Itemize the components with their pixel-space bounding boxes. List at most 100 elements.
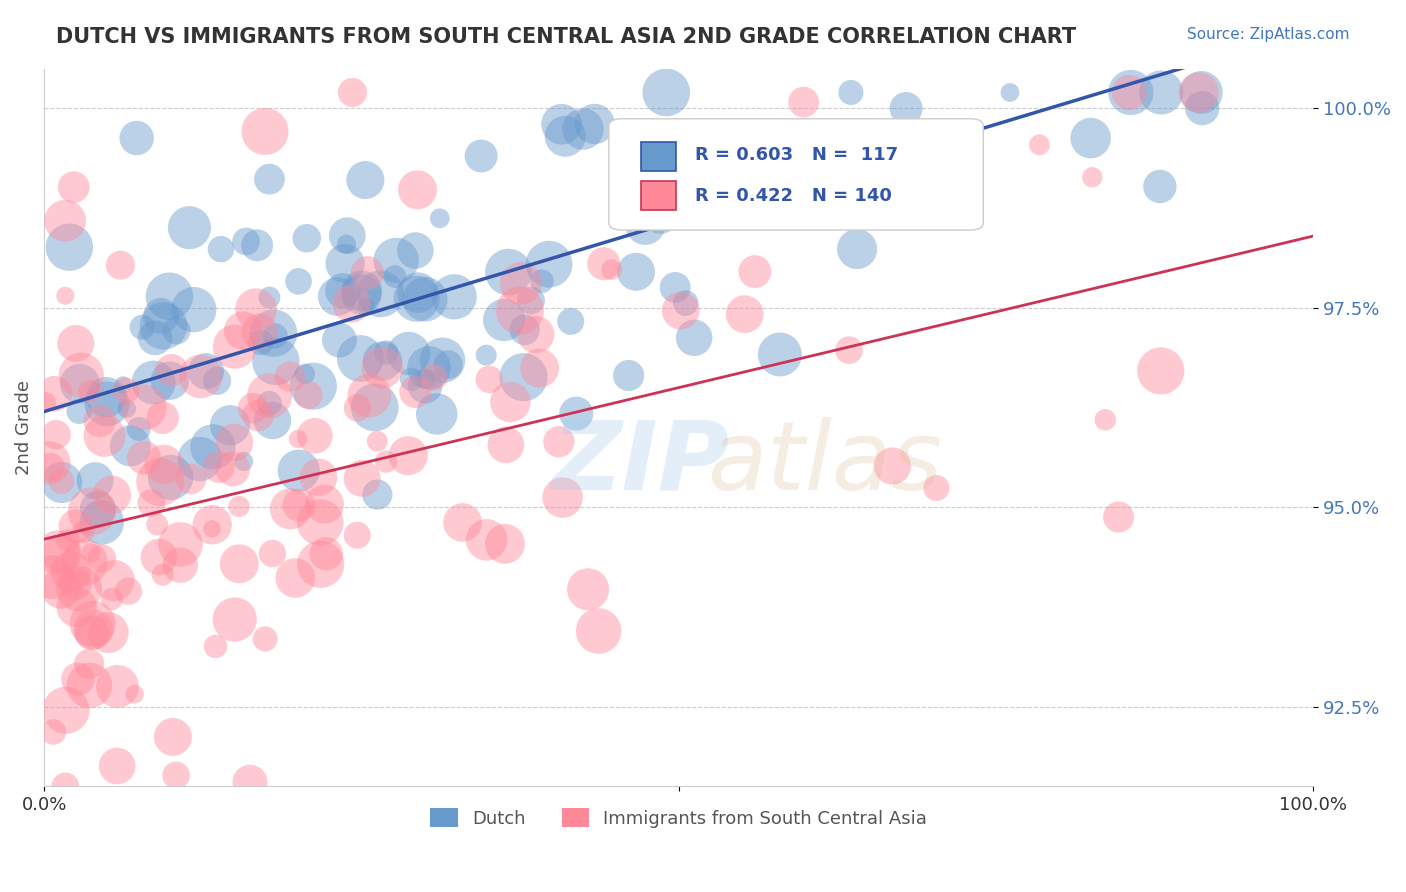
Point	[228, 500, 250, 514]
Point	[998, 86, 1021, 100]
Point	[1149, 179, 1171, 194]
Point	[550, 117, 572, 131]
Point	[159, 374, 181, 388]
Point	[132, 450, 155, 465]
Point	[96, 397, 118, 411]
Point	[280, 501, 302, 516]
Legend: Dutch, Immigrants from South Central Asia: Dutch, Immigrants from South Central Asi…	[423, 801, 934, 835]
Point	[588, 624, 610, 638]
Point	[51, 547, 73, 561]
Point	[894, 102, 917, 116]
Point	[120, 439, 142, 453]
Point	[839, 86, 862, 100]
Point	[655, 86, 678, 100]
Point	[494, 537, 516, 551]
Point	[524, 327, 547, 342]
Point	[370, 286, 392, 301]
Point	[190, 369, 212, 384]
Point	[1108, 510, 1130, 524]
Point	[634, 218, 657, 232]
Point	[141, 496, 163, 510]
Point	[249, 324, 271, 338]
Point	[287, 274, 309, 288]
Point	[294, 367, 316, 381]
Point	[513, 323, 536, 337]
Point	[371, 360, 394, 375]
Point	[128, 422, 150, 436]
Point	[437, 358, 460, 372]
Point	[882, 458, 904, 473]
Point	[82, 623, 104, 637]
Point	[97, 625, 120, 640]
Text: Source: ZipAtlas.com: Source: ZipAtlas.com	[1187, 27, 1350, 42]
Point	[224, 340, 246, 354]
Point	[846, 242, 869, 256]
Point	[51, 581, 73, 595]
Point	[617, 368, 640, 383]
Point	[309, 558, 332, 572]
Point	[55, 780, 77, 794]
Point	[769, 347, 792, 361]
Point	[80, 625, 103, 640]
Point	[204, 640, 226, 654]
Point	[443, 290, 465, 304]
Point	[62, 180, 84, 194]
Point	[262, 414, 284, 428]
Point	[1188, 86, 1211, 100]
Point	[592, 257, 614, 271]
Point	[67, 404, 90, 418]
Point	[349, 351, 371, 366]
Point	[188, 452, 211, 467]
Point	[565, 407, 588, 421]
Point	[264, 329, 287, 343]
Point	[495, 438, 517, 452]
Point	[478, 372, 501, 386]
Point	[53, 214, 76, 228]
Point	[80, 546, 103, 560]
Point	[232, 324, 254, 338]
Point	[332, 284, 354, 298]
Point	[51, 475, 73, 490]
Point	[201, 522, 224, 536]
Point	[148, 550, 170, 565]
Point	[201, 517, 224, 532]
Point	[664, 280, 686, 294]
FancyBboxPatch shape	[641, 143, 676, 171]
Point	[209, 242, 232, 256]
Point	[80, 504, 103, 518]
Point	[232, 454, 254, 468]
Point	[90, 551, 112, 566]
Point	[600, 262, 623, 277]
Point	[96, 390, 118, 404]
Point	[451, 516, 474, 530]
Point	[149, 475, 172, 489]
Point	[734, 307, 756, 321]
Point	[326, 289, 349, 303]
Point	[1150, 86, 1173, 100]
Point	[115, 384, 138, 398]
Point	[159, 470, 181, 484]
Point	[107, 679, 129, 693]
Point	[384, 269, 406, 284]
Point	[205, 374, 228, 388]
Text: R = 0.603   N =  117: R = 0.603 N = 117	[695, 146, 898, 164]
Point	[328, 333, 350, 347]
Text: atlas: atlas	[707, 417, 942, 510]
Point	[404, 244, 426, 258]
Point	[264, 354, 287, 368]
Point	[413, 292, 436, 306]
Point	[432, 353, 454, 368]
Point	[356, 266, 378, 280]
Point	[246, 238, 269, 252]
Point	[1080, 131, 1102, 145]
Point	[744, 264, 766, 278]
Point	[675, 296, 697, 310]
Point	[375, 345, 398, 359]
Point	[67, 582, 90, 596]
Point	[77, 657, 100, 671]
Point	[219, 418, 242, 433]
Point	[309, 516, 332, 530]
Point	[297, 388, 319, 402]
Point	[90, 516, 112, 530]
Point	[46, 545, 69, 559]
